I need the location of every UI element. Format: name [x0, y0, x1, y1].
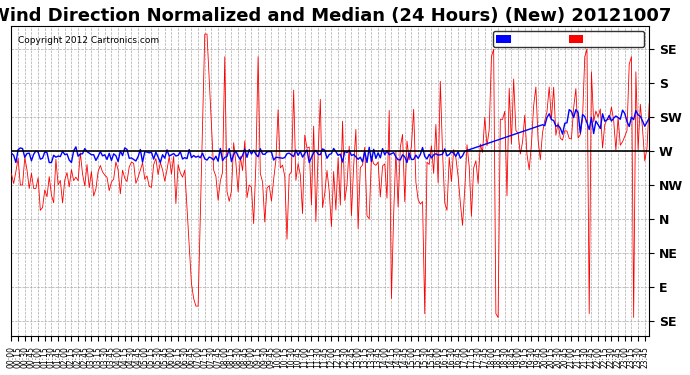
Text: Copyright 2012 Cartronics.com: Copyright 2012 Cartronics.com	[18, 36, 159, 45]
Legend: Average, Direction: Average, Direction	[493, 32, 644, 47]
Title: Wind Direction Normalized and Median (24 Hours) (New) 20121007: Wind Direction Normalized and Median (24…	[0, 7, 671, 25]
